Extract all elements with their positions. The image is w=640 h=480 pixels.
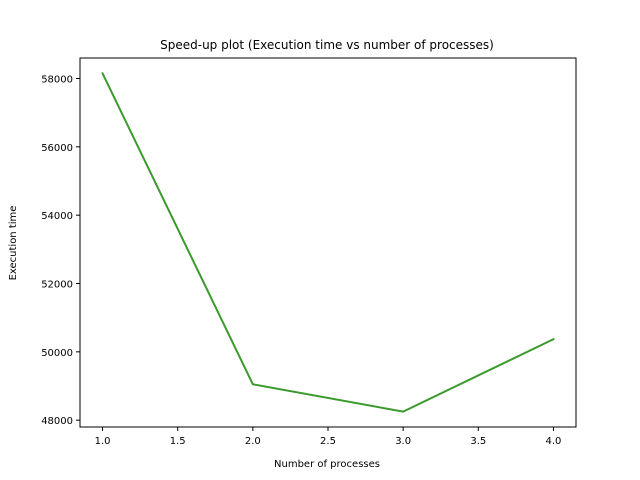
x-tick-label: 1.0 xyxy=(95,436,111,447)
x-tick-label: 3.0 xyxy=(395,436,411,447)
x-tick-label: 1.5 xyxy=(170,436,186,447)
plot-layer xyxy=(101,72,555,413)
y-axis-label: Execution time xyxy=(8,206,19,281)
x-tick-label: 4.0 xyxy=(546,436,562,447)
y-tick-label: 56000 xyxy=(41,143,73,154)
x-tick-label: 2.5 xyxy=(320,436,336,447)
chart-title: Speed-up plot (Execution time vs number … xyxy=(160,38,494,52)
axes-layer: 1.0 1.5 2.0 2.5 3.0 3.5 4.0 48000 50000 52000 5400… xyxy=(41,57,577,447)
x-axis-label: Number of processes xyxy=(274,459,380,470)
y-tick-label: 54000 xyxy=(41,211,73,222)
y-tick-label: 50000 xyxy=(41,348,73,359)
x-tick-label: 3.5 xyxy=(470,436,486,447)
x-tick-label: 2.0 xyxy=(245,436,261,447)
y-tick-label: 52000 xyxy=(41,280,73,291)
y-tick-label: 48000 xyxy=(41,416,73,427)
series-line-0 xyxy=(101,72,555,413)
y-tick-label: 58000 xyxy=(41,75,73,86)
